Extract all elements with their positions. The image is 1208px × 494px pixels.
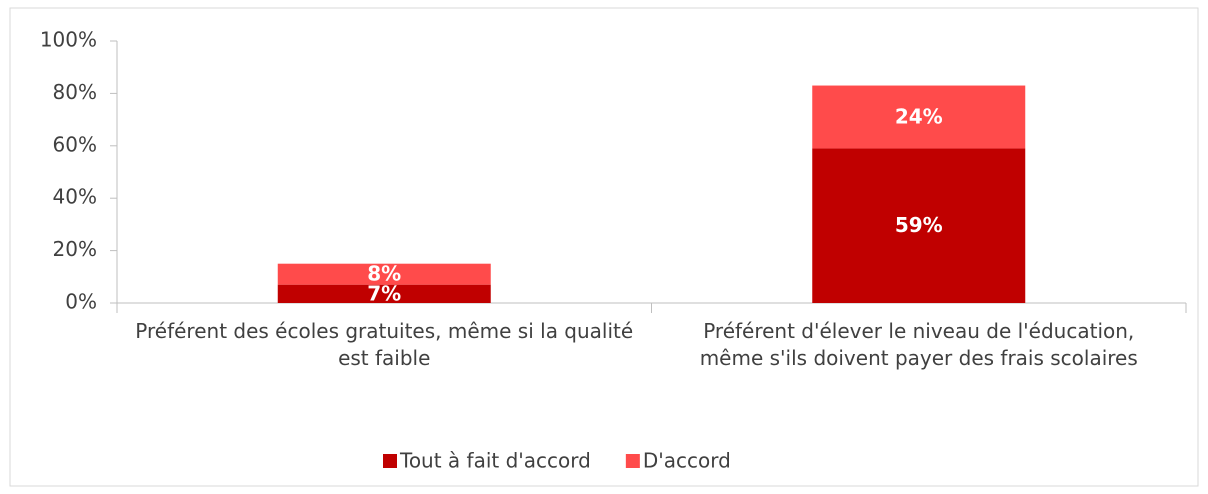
value-label: 24% <box>895 104 943 128</box>
bar-segment <box>812 148 1026 303</box>
value-label: 8% <box>367 262 401 286</box>
bar-segment <box>277 263 491 285</box>
legend-swatch <box>383 454 397 468</box>
chart-frame <box>9 7 1199 487</box>
y-tick-label: 80% <box>53 80 97 104</box>
value-label: 7% <box>367 281 401 305</box>
bar-segment <box>812 85 1026 149</box>
bar-segment <box>277 284 491 303</box>
value-label: 59% <box>895 213 943 237</box>
y-tick-label: 100% <box>40 28 97 52</box>
y-tick-label: 20% <box>53 237 97 261</box>
y-tick-label: 0% <box>65 290 97 314</box>
legend-label: Tout à fait d'accord <box>399 449 591 473</box>
y-tick-label: 40% <box>53 185 97 209</box>
x-tick-label: Préférent d'élever le niveau de l'éducat… <box>699 319 1138 370</box>
legend-label: D'accord <box>643 449 731 473</box>
x-tick-label: Préférent des écoles gratuites, même si … <box>135 319 634 370</box>
y-tick-label: 60% <box>53 132 97 156</box>
legend-swatch <box>625 454 640 468</box>
